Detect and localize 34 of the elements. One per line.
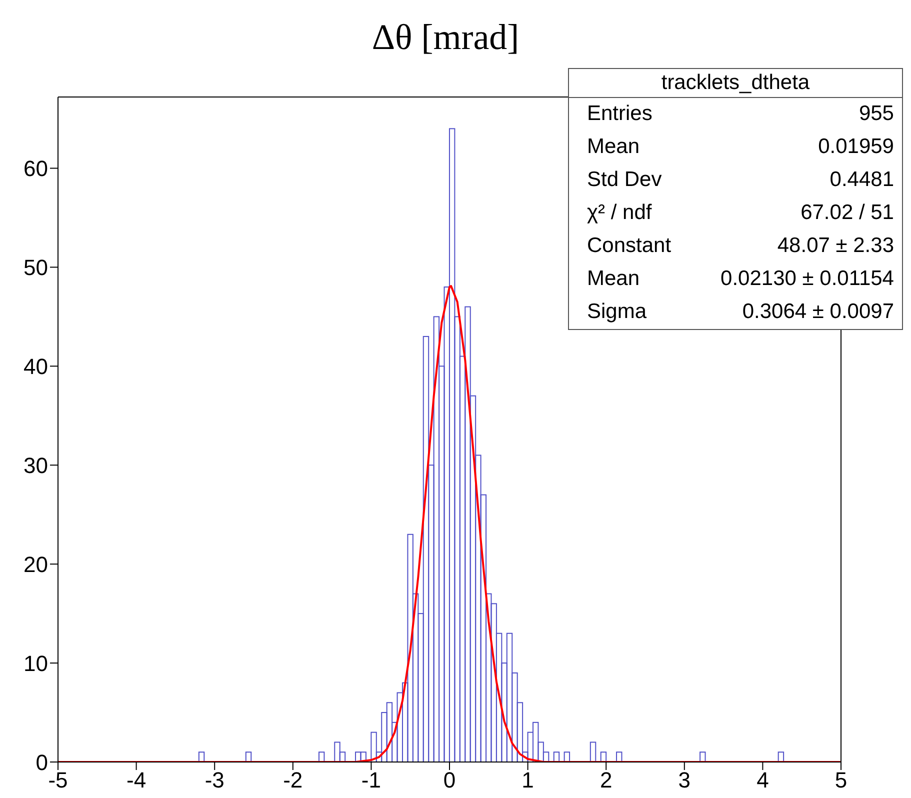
y-tick-label: 20 <box>24 552 48 577</box>
x-tick-label: 1 <box>522 768 534 793</box>
x-tick-label: -4 <box>126 768 146 793</box>
y-tick-label: 10 <box>24 650 48 676</box>
annotation: 0.02130 ± 0.01154 <box>720 266 894 292</box>
x-tick-label: -1 <box>361 768 381 793</box>
x-tick-label: -3 <box>204 768 224 793</box>
annotation: Mean <box>587 134 640 160</box>
x-tick-label: 5 <box>834 768 848 793</box>
x-tick-label: 4 <box>756 768 769 793</box>
annotation: Std Dev <box>587 167 662 193</box>
x-tick-label: 0 <box>443 768 456 793</box>
y-tick-label: 60 <box>24 156 48 182</box>
text: 955 <box>858 101 894 127</box>
y-tick-label: 30 <box>24 452 48 478</box>
x-tick-label: -5 <box>48 768 68 793</box>
annotation: Constant <box>587 233 672 259</box>
annotation: Entries <box>587 101 652 127</box>
y-tick-label: 40 <box>24 354 48 379</box>
x-tick-label: -2 <box>283 768 303 793</box>
y-tick-label: 50 <box>24 255 48 280</box>
annotation: 0.4481 <box>830 167 894 193</box>
annotation: 0.01959 <box>818 134 894 160</box>
x-tick-label: 3 <box>678 768 691 793</box>
annotation: 0.3064 ± 0.0097 <box>742 299 894 325</box>
x-tick-label: 2 <box>600 768 612 793</box>
annotation: Mean <box>587 266 640 292</box>
y-tick-label: 0 <box>36 750 48 775</box>
chart-title: Δθ [mrad] <box>370 16 520 58</box>
annotation: 48.07 ± 2.33 <box>777 233 894 259</box>
annotation: 67.02 / 51 <box>800 200 894 226</box>
annotation: χ² / ndf <box>587 200 652 226</box>
annotation: Sigma <box>587 299 647 325</box>
text: tracklets_dtheta <box>569 69 902 98</box>
